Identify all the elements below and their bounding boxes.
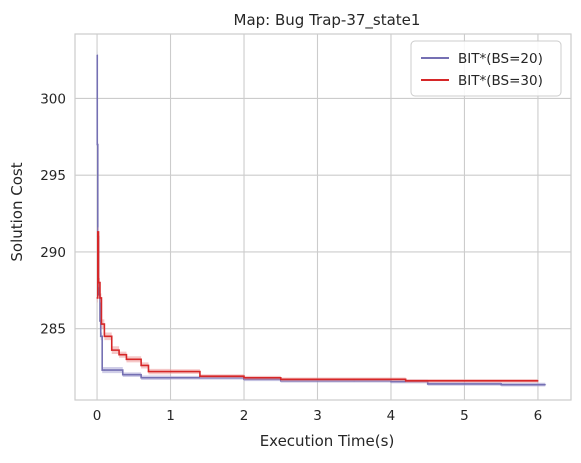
series-2-point xyxy=(140,364,142,367)
legend-label-1: BIT*(BS=20) xyxy=(458,51,543,67)
series-1-point xyxy=(121,373,124,376)
series-2-point xyxy=(390,378,392,381)
series-2-point xyxy=(99,297,101,299)
series-2-point xyxy=(100,323,103,325)
series-1-point xyxy=(463,383,466,385)
series-2-point xyxy=(118,353,120,356)
series-2-point xyxy=(97,281,100,284)
legend-label-2: BIT*(BS=30) xyxy=(458,73,543,89)
series-2-point xyxy=(199,375,201,378)
series-2-point xyxy=(353,378,356,381)
series-2-point xyxy=(147,370,150,373)
series-1-point xyxy=(99,335,102,338)
y-tick-label: 295 xyxy=(40,168,66,184)
series-layer xyxy=(96,51,547,387)
series-1-point xyxy=(544,383,547,386)
x-tick-label: 6 xyxy=(534,408,543,424)
x-tick-label: 3 xyxy=(313,408,322,424)
series-2-point xyxy=(243,376,245,379)
series-2-point xyxy=(463,380,466,382)
y-tick-label: 285 xyxy=(40,322,66,338)
series-1-point xyxy=(390,380,392,383)
series-2-point xyxy=(500,380,502,382)
y-axis-label: Solution Cost xyxy=(8,162,26,261)
x-tick-label: 4 xyxy=(387,408,396,424)
series-2-point xyxy=(537,380,539,382)
chart-title: Map: Bug Trap-37_state1 xyxy=(234,11,421,30)
plot-border xyxy=(74,33,572,401)
series-2-point xyxy=(316,378,319,381)
series-2-point xyxy=(125,358,128,361)
series-1-point xyxy=(426,383,429,385)
series-2-point xyxy=(96,297,98,299)
y-tick-label: 290 xyxy=(40,245,66,261)
series-2-point xyxy=(279,378,282,381)
legend-box xyxy=(410,40,562,97)
x-tick-label: 0 xyxy=(93,408,102,424)
x-tick-label: 1 xyxy=(166,408,175,424)
x-axis-label: Execution Time(s) xyxy=(260,432,395,450)
legend: BIT*(BS=20) BIT*(BS=30) xyxy=(410,40,562,97)
series-1-point xyxy=(101,369,103,371)
series-1-point xyxy=(96,54,98,57)
series-1-point xyxy=(169,376,172,379)
series-2-point xyxy=(426,380,429,382)
series-1-point xyxy=(140,376,142,379)
series-1-point xyxy=(96,143,99,146)
series-1-point xyxy=(99,320,101,322)
series-1-point xyxy=(103,369,106,371)
series-2-point xyxy=(169,370,172,373)
series-2-point xyxy=(404,380,407,382)
series-2-point xyxy=(96,231,99,233)
series-1-point xyxy=(500,383,502,386)
x-tick-label: 5 xyxy=(460,408,469,424)
series-2-point xyxy=(110,349,113,351)
y-tick-label: 300 xyxy=(40,91,66,107)
x-tick-label: 2 xyxy=(240,408,249,424)
plot-frame xyxy=(74,33,572,401)
series-2-point xyxy=(103,335,106,338)
tick-labels: 0 1 2 3 4 5 6 285 290 295 300 xyxy=(40,91,542,424)
